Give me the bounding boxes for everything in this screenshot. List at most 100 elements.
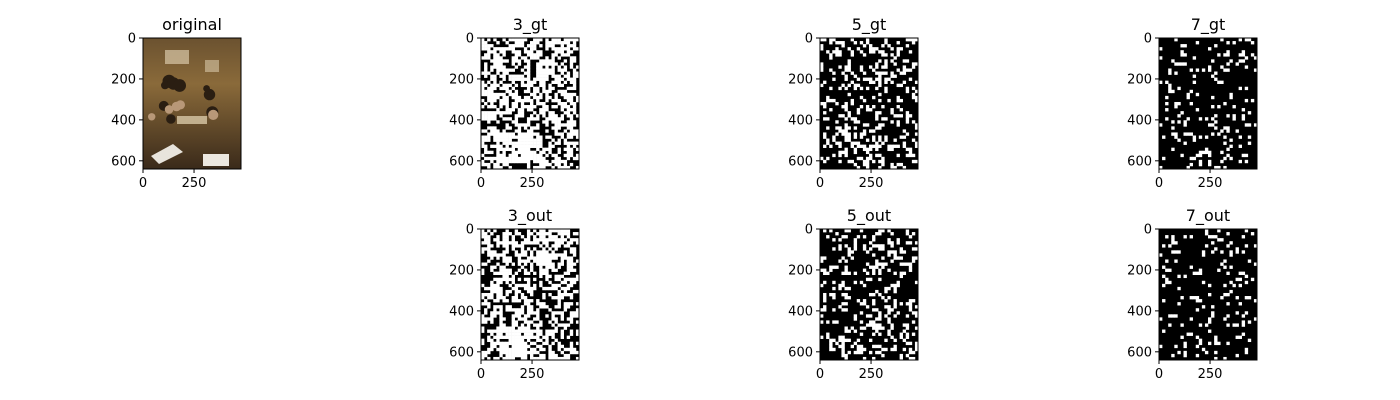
mask-pixel xyxy=(1189,101,1193,106)
mask-pixel xyxy=(508,241,512,245)
mask-pixel xyxy=(505,232,509,236)
mask-pixel xyxy=(872,135,876,139)
mask-pixel xyxy=(572,44,577,48)
mask-pixel xyxy=(493,126,497,130)
mask-pixel xyxy=(1232,105,1236,109)
mask-pixel xyxy=(1217,80,1221,84)
mask-pixel xyxy=(844,338,848,343)
mask-pixel xyxy=(542,262,546,266)
mask-pixel xyxy=(490,105,494,109)
mask-pixel xyxy=(1159,253,1163,257)
mask-pixel xyxy=(820,320,824,324)
mask-pixel xyxy=(569,92,574,97)
mask-pixel xyxy=(548,344,552,349)
mask-pixel xyxy=(505,305,509,309)
mask-pixel xyxy=(856,347,861,352)
mask-pixel xyxy=(502,256,506,260)
mask-pixel xyxy=(1223,283,1227,288)
y-tick-label: 200 xyxy=(111,72,136,87)
mask-pixel xyxy=(896,114,900,118)
photo-figure xyxy=(208,109,219,120)
mask-pixel xyxy=(1238,283,1242,288)
mask-pixel xyxy=(481,138,485,142)
mask-pixel xyxy=(499,111,503,115)
mask-pixel xyxy=(1180,111,1184,115)
mask-pixel xyxy=(1229,138,1233,142)
mask-pixel xyxy=(844,271,848,275)
mask-pixel xyxy=(569,98,574,103)
mask-pixel xyxy=(487,250,491,254)
mask-pixel xyxy=(875,141,879,145)
mask-pixel xyxy=(893,302,897,306)
mask-pixel xyxy=(856,235,861,239)
mask-pixel xyxy=(563,356,568,361)
mask-pixel xyxy=(1229,95,1233,100)
mask-pixel xyxy=(548,253,552,257)
mask-pixel xyxy=(526,98,531,103)
mask-pixel xyxy=(572,92,577,97)
mask-pixel xyxy=(881,71,885,75)
mask-pixel xyxy=(539,235,543,239)
mask-pixel xyxy=(869,80,873,84)
mask-pixel xyxy=(911,232,916,236)
mask-pixel xyxy=(1247,259,1252,263)
mask-pixel xyxy=(1201,250,1206,254)
mask-pixel xyxy=(1238,53,1242,57)
mask-pixel xyxy=(499,144,503,148)
mask-pixel xyxy=(551,105,555,109)
mask-pixel xyxy=(905,120,910,124)
mask-pixel xyxy=(496,165,500,170)
mask-pixel xyxy=(508,356,512,361)
mask-pixel xyxy=(523,353,528,358)
mask-pixel xyxy=(844,356,848,361)
mask-pixel xyxy=(530,129,534,133)
mask-pixel xyxy=(526,80,531,84)
mask-pixel xyxy=(490,338,494,343)
mask-pixel xyxy=(1195,344,1200,349)
mask-pixel xyxy=(893,344,897,349)
mask-pixel xyxy=(536,256,540,260)
mask-pixel xyxy=(505,159,509,164)
mask-pixel xyxy=(545,256,549,260)
mask-pixel xyxy=(557,156,561,161)
mask-pixel xyxy=(1168,71,1172,75)
mask-pixel xyxy=(838,41,842,45)
mask-pixel xyxy=(572,311,577,315)
mask-pixel xyxy=(829,268,833,272)
mask-pixel xyxy=(1195,299,1200,303)
mask-pixel xyxy=(850,250,854,254)
mask-pixel xyxy=(551,98,555,103)
mask-pixel xyxy=(856,141,861,145)
mask-pixel xyxy=(563,229,568,233)
mask-pixel xyxy=(1183,274,1187,279)
mask-pixel xyxy=(869,153,873,158)
mask-pixel xyxy=(1223,135,1227,139)
mask-pixel xyxy=(569,135,574,139)
mask-pixel xyxy=(1241,108,1246,112)
mask-pixel xyxy=(878,323,882,327)
mask-pixel xyxy=(548,259,552,263)
mask-pixel xyxy=(551,68,555,72)
mask-pixel xyxy=(517,98,522,103)
mask-pixel xyxy=(878,314,882,318)
mask-pixel xyxy=(514,114,519,118)
mask-pixel xyxy=(872,138,876,142)
photo-image xyxy=(143,38,241,169)
mask-pixel xyxy=(481,317,485,321)
mask-pixel xyxy=(826,271,830,275)
mask-pixel xyxy=(523,271,528,275)
y-tick-label: 0 xyxy=(805,223,813,238)
mask-pixel xyxy=(1226,114,1230,118)
mask-pixel xyxy=(514,347,519,352)
mask-pixel xyxy=(490,256,494,260)
mask-pixel xyxy=(530,150,534,155)
mask-pixel xyxy=(545,95,549,100)
mask-pixel xyxy=(841,335,845,339)
mask-pixel xyxy=(905,332,910,336)
mask-pixel xyxy=(1192,156,1197,161)
mask-pixel xyxy=(481,247,485,251)
mask-pixel xyxy=(572,314,577,318)
mask-pixel xyxy=(551,329,555,333)
mask-pixel xyxy=(554,235,558,239)
mask-pixel xyxy=(878,277,882,282)
